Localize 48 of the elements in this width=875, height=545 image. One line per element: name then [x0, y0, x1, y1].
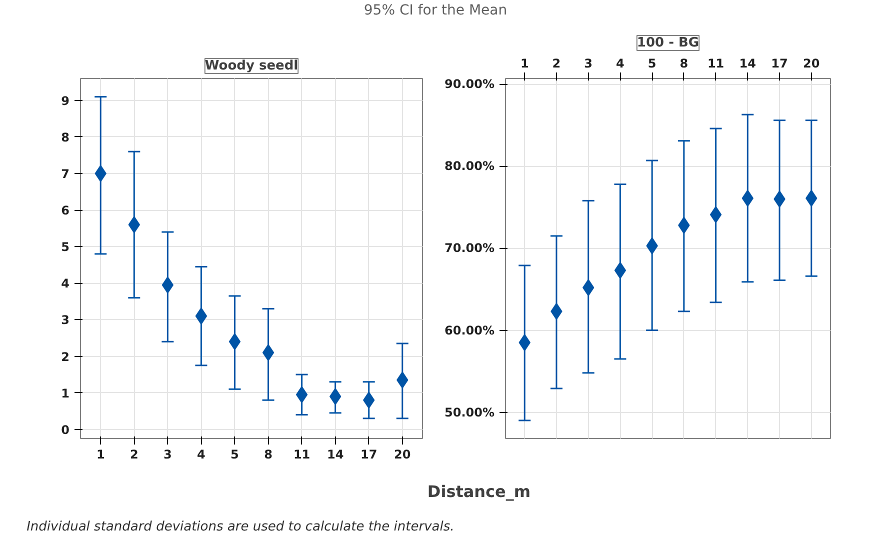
x-tick-label: 3: [164, 448, 172, 462]
y-tick-label: 9: [61, 94, 70, 108]
x-tick-label: 1: [96, 448, 105, 462]
y-tick-label: 3: [61, 313, 70, 328]
text: Distance_m: [427, 482, 531, 501]
point: [228, 333, 241, 350]
y-tick-label: 2: [61, 350, 70, 364]
x-tick-label: 2: [130, 448, 138, 462]
y-tick-label: 80.00%: [444, 159, 495, 174]
x-tick-label: 11: [293, 448, 310, 462]
x-tick-label: 1: [520, 56, 529, 70]
x-tick-label: 17: [771, 56, 788, 70]
x-tick-label: 14: [326, 448, 344, 462]
x-tick-label: 8: [264, 448, 272, 462]
y-tick-label: 6: [61, 204, 70, 218]
point: [195, 308, 208, 325]
point: [262, 344, 274, 362]
chart-title: Woody seedl: [204, 58, 298, 74]
chart-title: 100 - BG: [636, 36, 700, 50]
y-tick-label: 50.00%: [444, 405, 495, 420]
y-tick-label: 1: [61, 386, 70, 400]
y-tick-label: 90.00%: [444, 77, 495, 92]
x-tick-label: 2: [552, 56, 561, 70]
x-tick-label: 4: [197, 448, 206, 462]
text: 95% CI for the Mean: [364, 2, 508, 19]
x-tick-label: 14: [739, 56, 756, 70]
x-tick-label: 20: [394, 448, 411, 462]
x-tick-label: 4: [616, 56, 624, 70]
y-tick-label: 4: [61, 276, 70, 291]
x-tick-label: 5: [230, 448, 239, 462]
x-tick-label: 5: [648, 56, 656, 70]
point: [710, 206, 722, 224]
point: [329, 388, 342, 405]
y-tick-label: 70.00%: [444, 241, 495, 256]
x-tick-label: 11: [707, 56, 724, 70]
y-tick-label: 8: [61, 130, 70, 144]
point: [614, 262, 626, 279]
y-tick-label: 5: [61, 240, 70, 254]
y-tick-label: 7: [61, 167, 70, 182]
x-tick-label: 17: [360, 448, 378, 462]
x-tick-label: 3: [584, 56, 593, 70]
y-tick-label: 60.00%: [444, 323, 495, 338]
x-tick-label: 20: [803, 56, 820, 70]
point: [162, 276, 174, 294]
y-tick-label: 0: [61, 422, 70, 437]
x-tick-label: 8: [680, 56, 688, 70]
point: [296, 386, 308, 404]
text: Individual standard deviations are used to calculate the intervals.: [26, 520, 454, 535]
